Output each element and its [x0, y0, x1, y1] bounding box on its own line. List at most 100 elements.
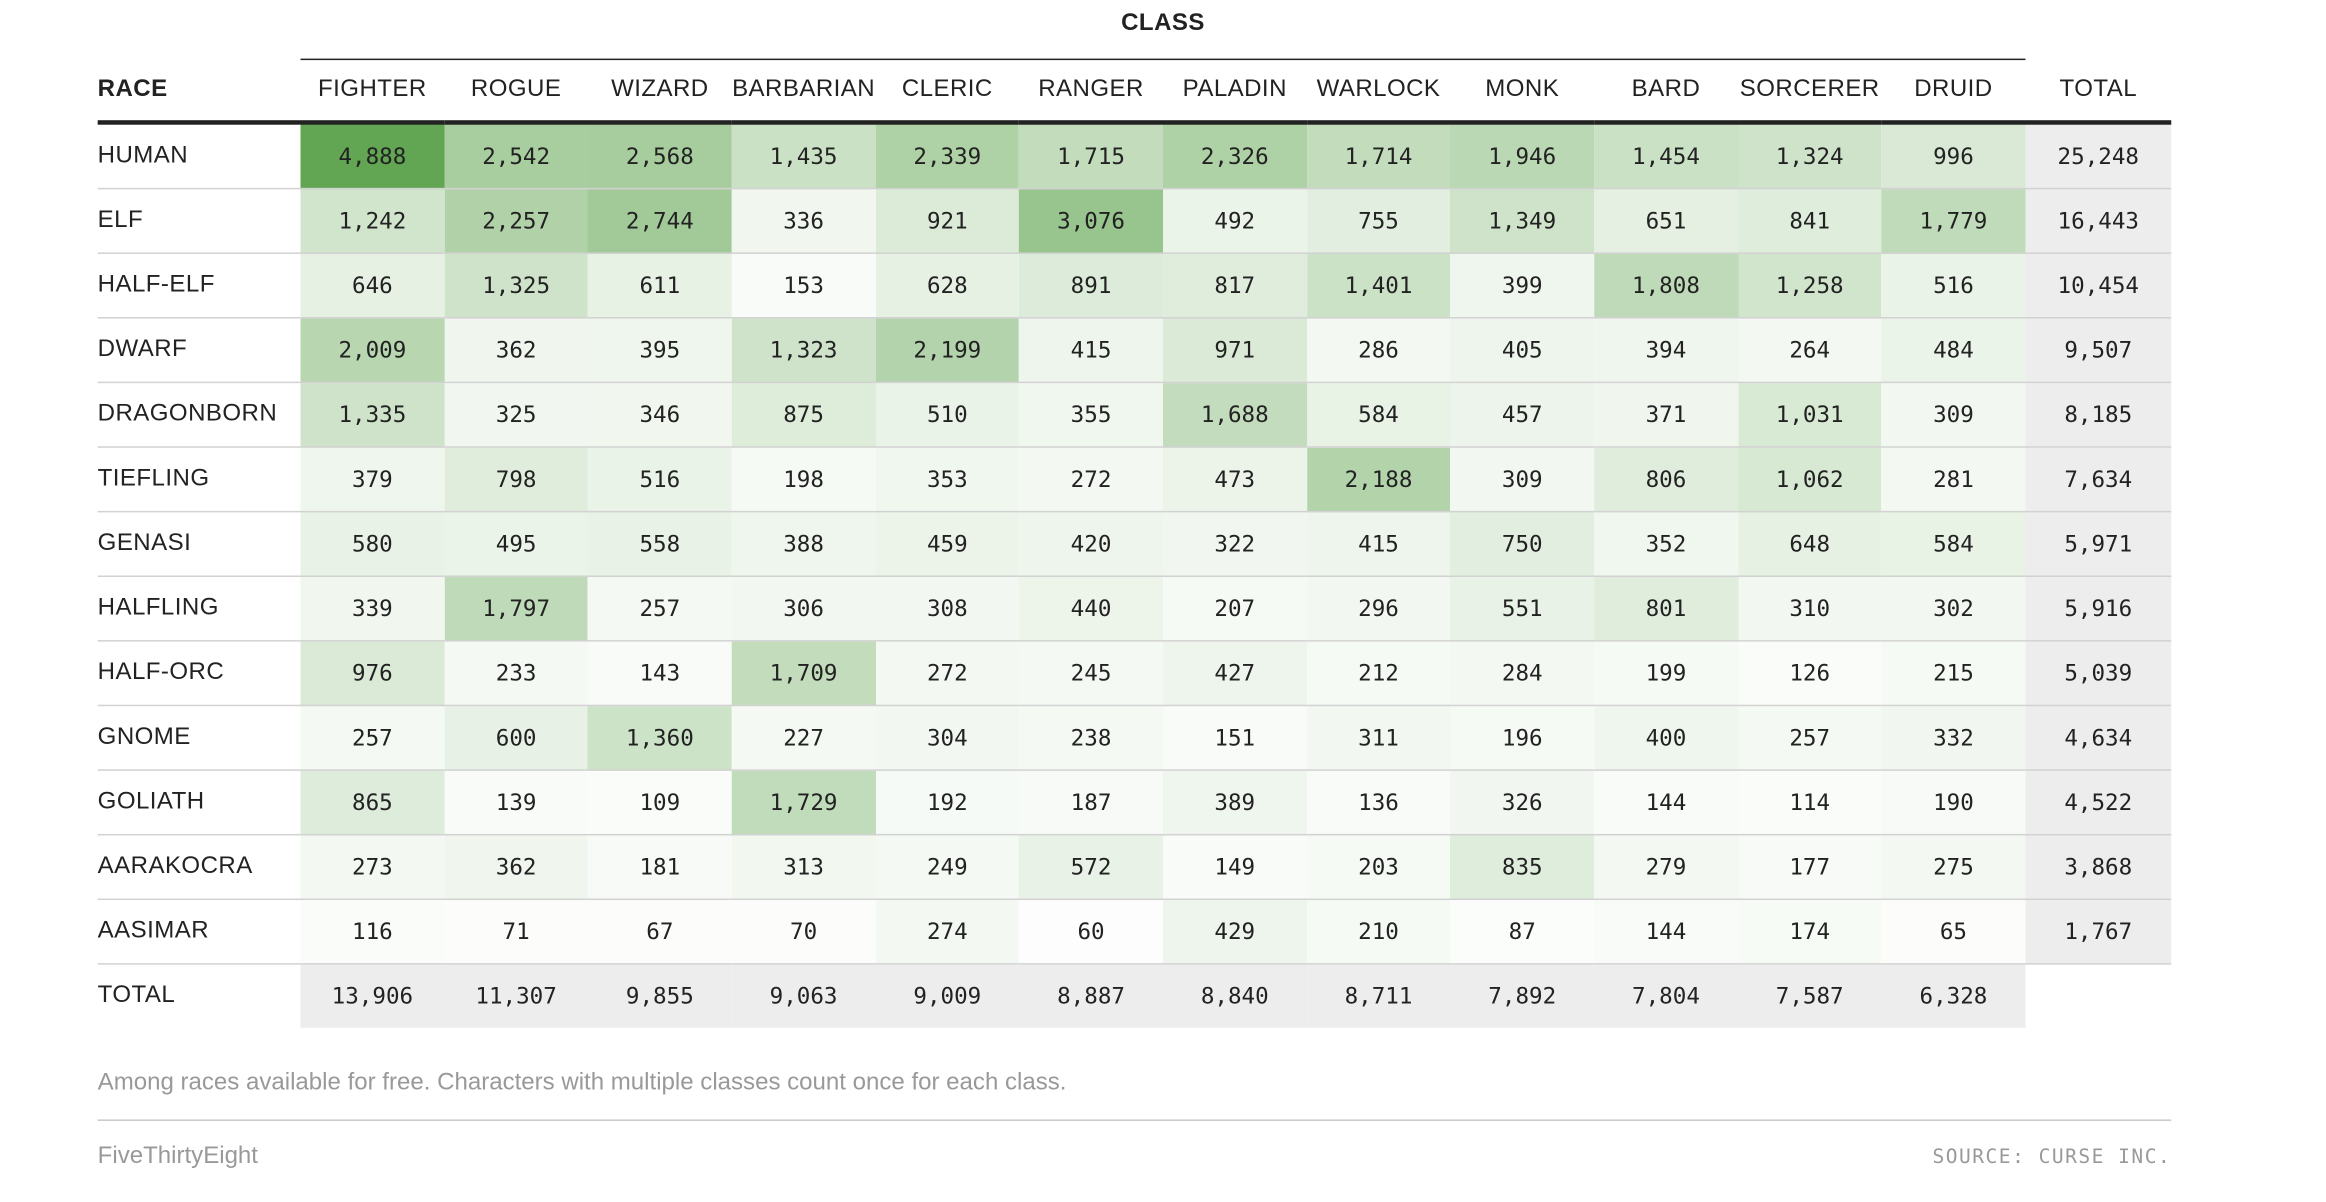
heatmap-cell: 215	[1881, 640, 2026, 707]
heatmap-cell: 272	[1019, 447, 1163, 513]
heatmap-cell: 203	[1306, 834, 1451, 901]
heatmap-cell: 415	[1306, 511, 1451, 577]
class-group-label: CLASS	[1121, 10, 1205, 37]
heatmap-cell: 139	[444, 770, 588, 836]
table-row-tiefling: TIEFLING 379 798 516 198 353 272 473 2,188 309 806…	[97, 447, 2172, 513]
column-total-cell: 8,887	[1019, 963, 1163, 1028]
heatmap-cell: 70	[731, 899, 876, 965]
race-label: DWARF	[97, 317, 301, 384]
heatmap-cell: 310	[1737, 576, 1882, 642]
heatmap-cell: 346	[587, 382, 732, 448]
column-total-cell: 7,892	[1450, 963, 1595, 1028]
heatmap-cell: 798	[444, 447, 588, 513]
heatmap-cell: 388	[731, 511, 876, 577]
heatmap-cell: 192	[875, 770, 1020, 836]
heatmap-cell: 309	[1881, 382, 2026, 448]
heatmap-cell: 1,715	[1019, 122, 1163, 190]
heatmap-cell: 484	[1881, 317, 2026, 384]
heatmap-cell: 187	[1019, 770, 1163, 836]
table-row-half-orc: HALF-ORC 976 233 143 1,709 272 245 427 212 284 199…	[97, 640, 2172, 707]
class-header-fighter: FIGHTER	[300, 60, 445, 125]
brand-label: FiveThirtyEight	[97, 1143, 258, 1170]
heatmap-cell: 181	[587, 834, 732, 901]
heatmap-cell: 1,729	[731, 770, 876, 836]
heatmap-cell: 149	[1162, 834, 1307, 901]
table-row-dragonborn: DRAGONBORN 1,335 325 346 875 510 355 1,688 584 45…	[97, 382, 2172, 448]
heatmap-cell: 1,454	[1594, 122, 1738, 190]
heatmap-cell: 420	[1019, 511, 1163, 577]
empty-corner-cell	[2025, 963, 2172, 1028]
heatmap-cell: 352	[1594, 511, 1738, 577]
heatmap-cell: 296	[1306, 576, 1451, 642]
heatmap-cell: 510	[875, 382, 1020, 448]
race-label: ELF	[97, 188, 301, 254]
heatmap-cell: 2,188	[1306, 447, 1451, 513]
heatmap-cell: 264	[1737, 317, 1882, 384]
heatmap-cell: 1,714	[1306, 122, 1451, 190]
heatmap-cell: 651	[1594, 188, 1738, 254]
heatmap-cell: 309	[1450, 447, 1595, 513]
row-total-cell: 4,634	[2025, 705, 2172, 771]
heatmap-cell: 144	[1594, 770, 1738, 836]
heatmap-cell: 395	[587, 317, 732, 384]
heatmap-cell: 126	[1737, 640, 1882, 707]
race-column-header: RACE	[97, 60, 301, 125]
heatmap-cell: 60	[1019, 899, 1163, 965]
column-total-cell: 9,855	[587, 963, 732, 1028]
column-total-cell: 7,587	[1737, 963, 1882, 1028]
heatmap-cell: 558	[587, 511, 732, 577]
header-row: RACE FIGHTER ROGUE WIZARD BARBARIAN CLERIC RAN…	[97, 60, 2172, 125]
heatmap-cell: 415	[1019, 317, 1163, 384]
row-total-cell: 16,443	[2025, 188, 2172, 254]
heatmap-cell: 87	[1450, 899, 1595, 965]
heatmap-cell: 1,335	[300, 382, 445, 448]
heatmap-cell: 399	[1450, 253, 1595, 319]
table-row-goliath: GOLIATH 865 139 109 1,729 192 187 389 136 326 144 1…	[97, 770, 2172, 836]
column-total-cell: 8,711	[1306, 963, 1451, 1028]
heatmap-cell: 1,360	[587, 705, 732, 771]
heatmap-cell: 114	[1737, 770, 1882, 836]
heatmap-cell: 2,744	[587, 188, 732, 254]
heatmap-table: RACE FIGHTER ROGUE WIZARD BARBARIAN CLERIC RAN…	[97, 60, 2172, 1028]
source-label: SOURCE: CURSE INC.	[1932, 1146, 2172, 1170]
race-label: GNOME	[97, 705, 301, 771]
heatmap-cell: 841	[1737, 188, 1882, 254]
heatmap-cell: 207	[1162, 576, 1307, 642]
heatmap-cell: 1,258	[1737, 253, 1882, 319]
row-total-cell: 5,971	[2025, 511, 2172, 577]
heatmap-cell: 71	[444, 899, 588, 965]
footnote: Among races available for free. Characte…	[97, 1069, 1067, 1096]
heatmap-cell: 362	[444, 834, 588, 901]
heatmap-cell: 2,199	[875, 317, 1020, 384]
heatmap-cell: 1,435	[731, 122, 876, 190]
heatmap-cell: 109	[587, 770, 732, 836]
heatmap-cell: 1,779	[1881, 188, 2026, 254]
heatmap-cell: 143	[587, 640, 732, 707]
race-label: HUMAN	[97, 122, 301, 190]
heatmap-cell: 611	[587, 253, 732, 319]
heatmap-cell: 971	[1162, 317, 1307, 384]
heatmap-cell: 755	[1306, 188, 1451, 254]
race-label: GOLIATH	[97, 770, 301, 836]
heatmap-cell: 190	[1881, 770, 2026, 836]
heatmap-cell: 275	[1881, 834, 2026, 901]
heatmap-cell: 326	[1450, 770, 1595, 836]
row-total-cell: 9,507	[2025, 317, 2172, 384]
heatmap-cell: 865	[300, 770, 445, 836]
heatmap-cell: 1,242	[300, 188, 445, 254]
heatmap-cell: 580	[300, 511, 445, 577]
heatmap-cell: 353	[875, 447, 1020, 513]
column-total-cell: 9,009	[875, 963, 1020, 1028]
heatmap-cell: 313	[731, 834, 876, 901]
class-header-ranger: RANGER	[1019, 60, 1163, 125]
column-total-cell: 7,804	[1594, 963, 1738, 1028]
table-row-halfling: HALFLING 339 1,797 257 306 308 440 207 296 551 801…	[97, 576, 2172, 642]
heatmap-cell: 1,797	[444, 576, 588, 642]
heatmap-cell: 750	[1450, 511, 1595, 577]
column-total-cell: 13,906	[300, 963, 445, 1028]
heatmap-cell: 495	[444, 511, 588, 577]
race-label: HALFLING	[97, 576, 301, 642]
heatmap-cell: 304	[875, 705, 1020, 771]
class-header-sorcerer: SORCERER	[1737, 60, 1882, 125]
class-group-rule	[300, 58, 2026, 61]
